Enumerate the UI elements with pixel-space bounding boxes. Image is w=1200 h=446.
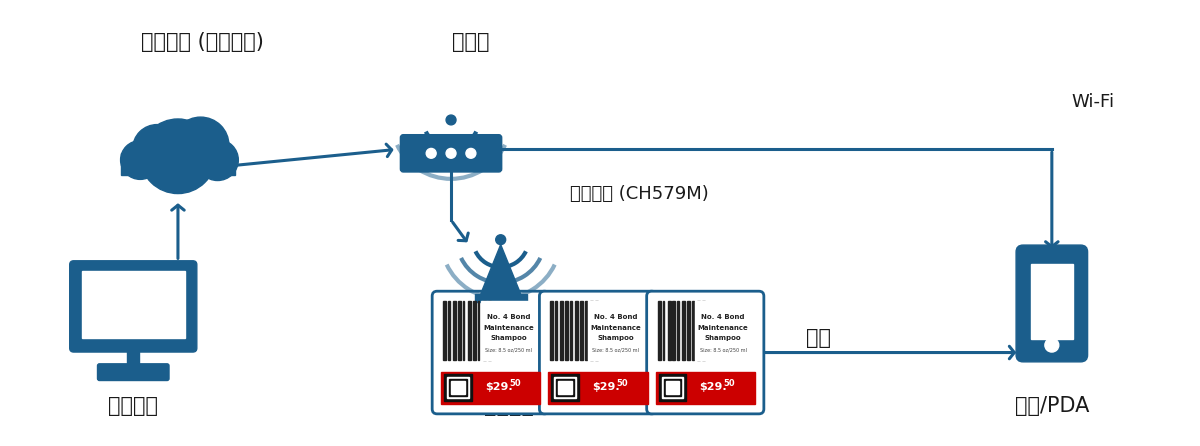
Bar xyxy=(451,380,464,394)
Bar xyxy=(655,372,755,404)
Text: 无线基站 (CH579M): 无线基站 (CH579M) xyxy=(570,185,709,202)
Bar xyxy=(443,301,446,360)
Bar xyxy=(448,301,450,360)
Bar xyxy=(595,301,598,360)
Text: Wi-Fi: Wi-Fi xyxy=(1072,93,1115,112)
Bar xyxy=(127,348,139,368)
Bar xyxy=(548,372,648,404)
Circle shape xyxy=(140,119,216,194)
Bar xyxy=(442,372,540,404)
Bar xyxy=(478,301,479,360)
Bar xyxy=(586,301,587,360)
FancyBboxPatch shape xyxy=(432,291,550,414)
Text: 2.4G: 2.4G xyxy=(625,289,667,308)
FancyBboxPatch shape xyxy=(97,364,169,380)
Circle shape xyxy=(496,235,505,244)
Text: Shampoo: Shampoo xyxy=(704,335,742,341)
Circle shape xyxy=(120,140,160,179)
Text: Maintenance: Maintenance xyxy=(590,325,641,330)
Bar xyxy=(667,301,671,360)
Bar xyxy=(556,301,557,360)
Bar xyxy=(551,301,553,360)
Text: No. 4 Bond: No. 4 Bond xyxy=(701,314,745,320)
Text: 手机/PDA: 手机/PDA xyxy=(1015,396,1090,416)
Text: $29.: $29. xyxy=(593,382,620,392)
FancyBboxPatch shape xyxy=(1031,264,1073,339)
FancyBboxPatch shape xyxy=(401,135,502,172)
Bar xyxy=(658,301,660,360)
Bar xyxy=(570,301,571,360)
Bar xyxy=(482,301,486,360)
Text: Size: 8.5 oz/250 ml: Size: 8.5 oz/250 ml xyxy=(485,347,532,352)
Bar xyxy=(666,380,679,394)
Bar xyxy=(551,374,580,401)
Bar xyxy=(468,301,470,360)
Bar xyxy=(695,301,745,360)
FancyBboxPatch shape xyxy=(70,261,197,352)
FancyBboxPatch shape xyxy=(647,291,764,414)
Text: $29.: $29. xyxy=(485,382,512,392)
Bar xyxy=(659,374,686,401)
Bar xyxy=(554,376,576,398)
Text: Shampoo: Shampoo xyxy=(598,335,635,341)
Text: Maintenance: Maintenance xyxy=(484,325,534,330)
Text: Shampoo: Shampoo xyxy=(491,335,527,341)
Text: 物联平台 (沁恒芯云): 物联平台 (沁恒芯云) xyxy=(142,32,264,52)
Bar xyxy=(672,301,676,360)
FancyBboxPatch shape xyxy=(1016,245,1087,362)
Bar xyxy=(121,153,234,175)
Circle shape xyxy=(173,117,229,173)
Bar xyxy=(688,301,690,360)
Text: 50: 50 xyxy=(616,379,628,388)
Text: 扫描: 扫描 xyxy=(806,328,830,348)
Circle shape xyxy=(133,124,181,173)
Text: 电子价签 (CH573/CH583): 电子价签 (CH573/CH583) xyxy=(485,396,703,416)
Bar xyxy=(557,379,574,396)
Bar xyxy=(565,301,569,360)
Circle shape xyxy=(446,149,456,158)
Circle shape xyxy=(197,140,239,181)
Text: No. 4 Bond: No. 4 Bond xyxy=(487,314,530,320)
FancyBboxPatch shape xyxy=(82,271,185,339)
Text: Maintenance: Maintenance xyxy=(697,325,749,330)
Text: 路由器: 路由器 xyxy=(452,32,490,52)
Text: No. 4 Bond: No. 4 Bond xyxy=(594,314,637,320)
Bar xyxy=(697,301,701,360)
FancyBboxPatch shape xyxy=(540,291,656,414)
Text: 50: 50 xyxy=(724,379,736,388)
Bar xyxy=(454,301,456,360)
Bar xyxy=(558,380,572,394)
Bar xyxy=(590,301,593,360)
Bar xyxy=(473,301,476,360)
Polygon shape xyxy=(481,244,521,293)
Bar xyxy=(678,301,679,360)
Bar xyxy=(560,301,563,360)
Text: $29.: $29. xyxy=(700,382,727,392)
Bar xyxy=(444,374,472,401)
Bar xyxy=(692,301,694,360)
Bar xyxy=(588,301,637,360)
Bar xyxy=(661,376,684,398)
Bar xyxy=(664,379,682,396)
Text: Size: 8.5 oz/250 ml: Size: 8.5 oz/250 ml xyxy=(700,347,746,352)
Bar xyxy=(463,301,464,360)
Text: 50: 50 xyxy=(509,379,521,388)
Bar xyxy=(575,301,578,360)
Text: 管理系统: 管理系统 xyxy=(108,396,158,416)
Bar xyxy=(683,301,685,360)
Bar xyxy=(580,301,583,360)
Circle shape xyxy=(426,149,436,158)
Bar xyxy=(662,301,664,360)
Bar xyxy=(487,301,491,360)
Bar xyxy=(448,376,469,398)
Bar xyxy=(458,301,461,360)
Bar xyxy=(481,301,530,360)
Bar xyxy=(702,301,706,360)
Circle shape xyxy=(446,115,456,125)
Bar xyxy=(475,293,527,301)
Text: Size: 8.5 oz/250 ml: Size: 8.5 oz/250 ml xyxy=(593,347,640,352)
Circle shape xyxy=(466,149,476,158)
Circle shape xyxy=(1045,339,1058,352)
Bar xyxy=(449,379,467,396)
